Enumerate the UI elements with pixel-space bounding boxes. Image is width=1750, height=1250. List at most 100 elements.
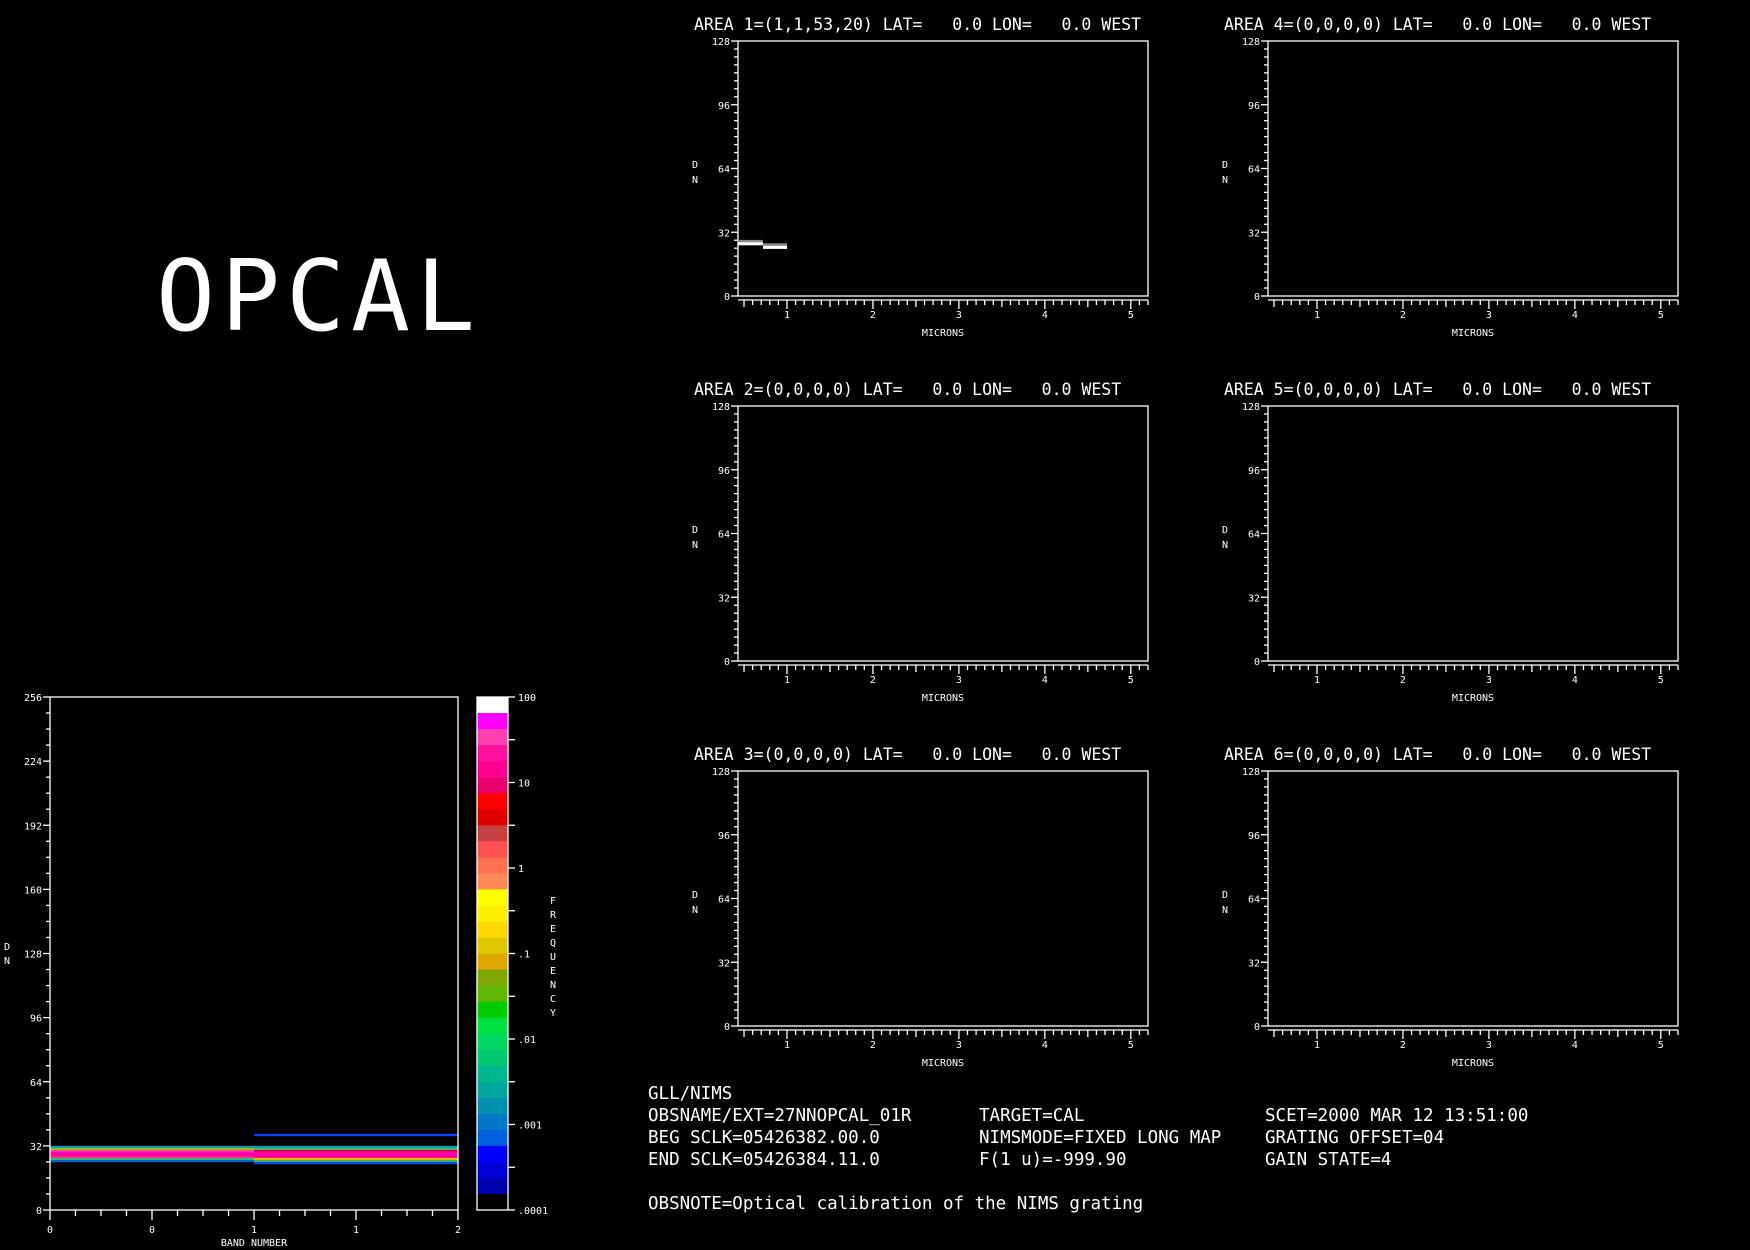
obsnote-label: OBSNOTE=Optical calibration of the NIMS … xyxy=(648,1194,1144,1214)
y-tick-label: 96 xyxy=(1248,101,1260,112)
colorbar-tick-label: 1 xyxy=(518,864,524,875)
y-tick-label: 0 xyxy=(1254,657,1260,668)
x-tick-label: 3 xyxy=(1486,1040,1492,1051)
y-tick-label: 32 xyxy=(718,593,730,604)
colorbar-swatch xyxy=(477,1049,508,1067)
heatmap-cell xyxy=(50,1147,254,1151)
x-axis-label: MICRONS xyxy=(1452,693,1494,704)
x-axis-label: MICRONS xyxy=(922,328,964,339)
y-axis-label: D xyxy=(692,890,698,901)
colorbar-swatch xyxy=(477,1081,508,1099)
y-tick-label: 0 xyxy=(724,292,730,303)
obsname-label: OBSNAME/EXT=27NNOPCAL_01R xyxy=(648,1106,912,1126)
y-tick-label: 64 xyxy=(718,165,730,176)
colorbar-swatch xyxy=(477,777,508,794)
plot-frame xyxy=(737,770,1149,1027)
heatmap-cell xyxy=(50,1153,254,1157)
colorbar-swatch xyxy=(477,697,508,714)
colorbar-swatch xyxy=(477,905,508,922)
x-axis-label: MICRONS xyxy=(1452,328,1494,339)
colorbar-swatch xyxy=(477,809,508,826)
y-tick-label: 32 xyxy=(1248,593,1260,604)
y-axis-label: N xyxy=(1222,905,1228,916)
x-tick-label: 2 xyxy=(870,675,876,686)
colorbar-axis-label: N xyxy=(550,980,556,991)
area-plot-2: AREA 2=(0,0,0,0) LAT= 0.0 LON= 0.0 WEST 0… xyxy=(692,380,1149,704)
data-segment xyxy=(762,245,787,249)
area-plot-3: AREA 3=(0,0,0,0) LAT= 0.0 LON= 0.0 WEST 0… xyxy=(692,745,1149,1069)
y-tick-label: 128 xyxy=(24,950,42,961)
heatmap-cell xyxy=(254,1149,458,1153)
x-tick-label: 3 xyxy=(956,310,962,321)
x-axis-label: BAND NUMBER xyxy=(221,1238,288,1249)
colorbar-tick-label: 100 xyxy=(518,693,536,704)
colorbar-axis-label: Y xyxy=(550,1008,556,1019)
y-tick-label: 96 xyxy=(30,1014,42,1025)
area-plot-1: AREA 1=(1,1,53,20) LAT= 0.0 LON= 0.0 WES… xyxy=(692,15,1149,339)
x-tick-label: 3 xyxy=(1486,675,1492,686)
f1u-label: F(1 u)=-999.90 xyxy=(979,1150,1127,1170)
x-tick-label: 5 xyxy=(1658,675,1664,686)
colorbar-swatch xyxy=(477,1033,508,1051)
colorbar-swatch xyxy=(477,1177,508,1195)
x-tick-label: 1 xyxy=(1314,1040,1320,1051)
x-tick-label: 3 xyxy=(1486,310,1492,321)
colorbar-swatch xyxy=(477,1113,508,1131)
colorbar-swatch xyxy=(477,825,508,842)
plot-frame xyxy=(737,405,1149,662)
x-tick-label: 2 xyxy=(455,1225,461,1236)
heatmap-cell xyxy=(50,1159,254,1163)
colorbar-swatch xyxy=(477,1145,508,1163)
heatmap-cell xyxy=(254,1145,458,1149)
colorbar-swatch xyxy=(477,857,508,874)
y-tick-label: 96 xyxy=(718,831,730,842)
colorbar-tick-label: .01 xyxy=(518,1035,536,1046)
heatmap-cell xyxy=(254,1155,458,1159)
heatmap-cell xyxy=(254,1161,458,1165)
y-axis-label: D xyxy=(1222,890,1228,901)
data-segment xyxy=(762,243,787,247)
x-tick-label: 0 xyxy=(47,1225,53,1236)
area-title: AREA 3=(0,0,0,0) LAT= 0.0 LON= 0.0 WEST xyxy=(694,745,1121,764)
x-tick-label: 5 xyxy=(1128,675,1134,686)
area-plot-4: AREA 4=(0,0,0,0) LAT= 0.0 LON= 0.0 WEST 0… xyxy=(1222,15,1679,339)
colorbar-swatch xyxy=(477,1097,508,1115)
colorbar-swatch xyxy=(477,873,508,890)
heatmap-cell xyxy=(50,1149,254,1153)
colorbar-tick-label: 10 xyxy=(518,779,530,790)
x-tick-label: 2 xyxy=(1400,1040,1406,1051)
grating-offset-label: GRATING OFFSET=04 xyxy=(1265,1128,1445,1148)
beg-sclk-label: BEG SCLK=05426382.00.0 xyxy=(648,1128,880,1148)
x-tick-label: 1 xyxy=(784,1040,790,1051)
heatmap-cell xyxy=(50,1155,254,1159)
x-tick-label: 0 xyxy=(149,1225,155,1236)
y-axis-label: N xyxy=(692,905,698,916)
colorbar-swatch xyxy=(477,713,508,730)
y-tick-label: 0 xyxy=(1254,1022,1260,1033)
y-tick-label: 128 xyxy=(712,767,730,778)
plot-frame xyxy=(49,696,459,1211)
y-tick-label: 0 xyxy=(36,1206,42,1217)
y-tick-label: 64 xyxy=(30,1078,42,1089)
y-axis-label: N xyxy=(692,175,698,186)
x-tick-label: 1 xyxy=(1314,675,1320,686)
colorbar-axis-label: E xyxy=(550,924,556,935)
x-tick-label: 2 xyxy=(870,310,876,321)
x-tick-label: 1 xyxy=(784,310,790,321)
nimsmode-label: NIMSMODE=FIXED LONG MAP xyxy=(979,1128,1222,1148)
x-tick-label: 1 xyxy=(251,1225,257,1236)
y-tick-label: 96 xyxy=(718,101,730,112)
x-axis-label: MICRONS xyxy=(1452,1058,1494,1069)
x-tick-label: 2 xyxy=(1400,310,1406,321)
plot-frame xyxy=(737,40,1149,297)
y-axis-label: N xyxy=(692,540,698,551)
colorbar-swatch xyxy=(477,1161,508,1179)
area-title: AREA 2=(0,0,0,0) LAT= 0.0 LON= 0.0 WEST xyxy=(694,380,1121,399)
colorbar-swatch xyxy=(477,745,508,762)
area-title: AREA 1=(1,1,53,20) LAT= 0.0 LON= 0.0 WES… xyxy=(694,15,1141,34)
scet-label: SCET=2000 MAR 12 13:51:00 xyxy=(1265,1106,1529,1126)
x-tick-label: 1 xyxy=(784,675,790,686)
heatmap-cell xyxy=(254,1133,458,1137)
